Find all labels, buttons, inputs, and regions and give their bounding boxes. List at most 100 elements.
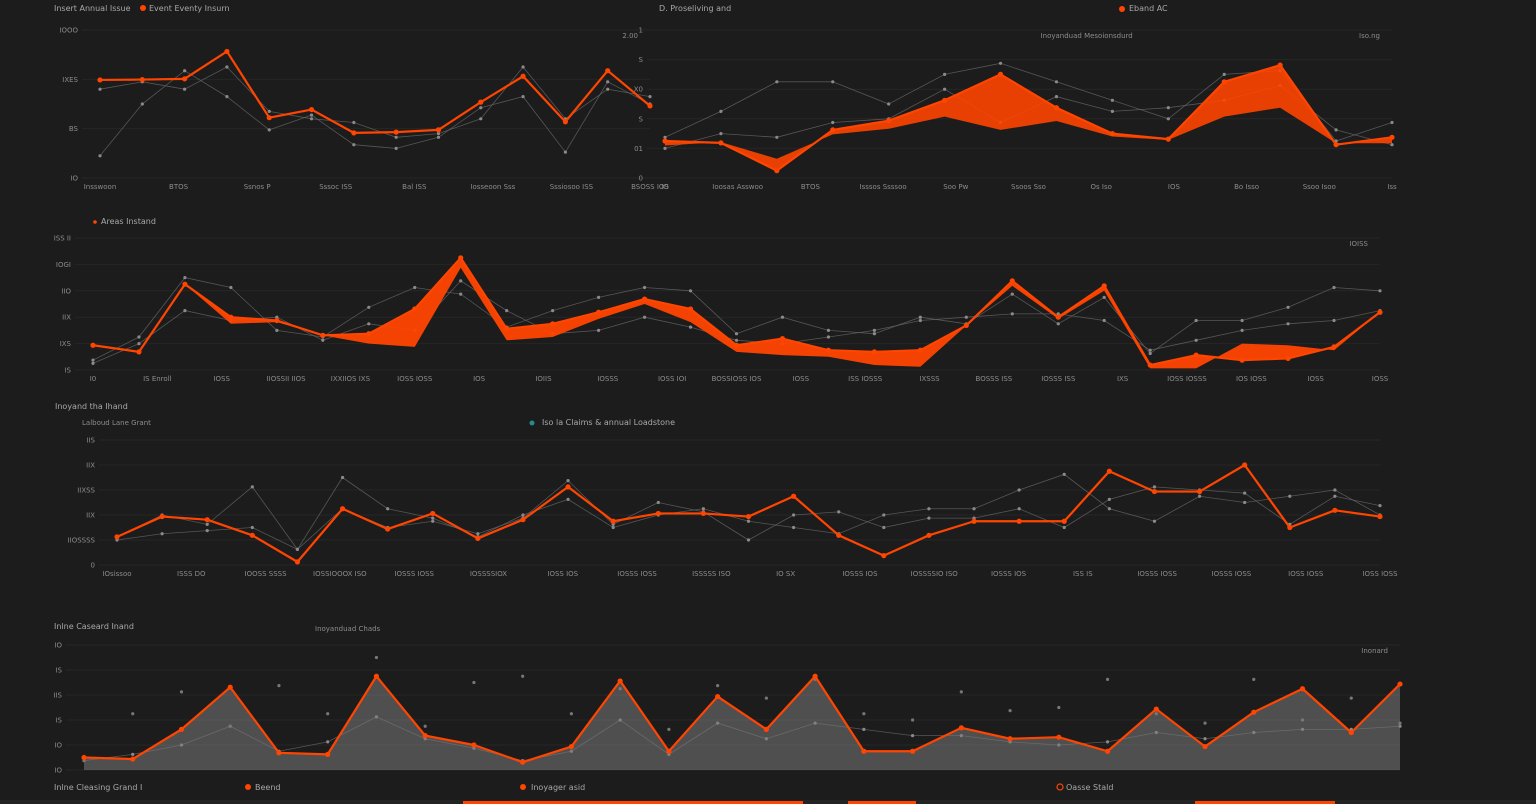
y-tick-label: S bbox=[639, 56, 644, 64]
primary-point bbox=[422, 733, 428, 739]
scatter-dot bbox=[423, 724, 427, 728]
title-p3: Inoyand tha Ihand bbox=[55, 402, 128, 411]
primary-point bbox=[550, 321, 556, 327]
y-tick-label: IOOO bbox=[59, 27, 78, 35]
scroll-thumb[interactable] bbox=[1195, 801, 1335, 804]
secondary-point bbox=[326, 740, 330, 744]
x-tick-label: IOSSS IOSS bbox=[1212, 570, 1252, 578]
secondary-point bbox=[394, 135, 398, 139]
scatter-dot bbox=[277, 684, 281, 688]
secondary-point bbox=[1054, 80, 1059, 84]
secondary-point bbox=[701, 507, 705, 511]
primary-point bbox=[182, 76, 188, 82]
primary-point bbox=[1101, 283, 1107, 289]
x-tick-label: Iosseoon Sss bbox=[470, 183, 515, 191]
primary-point bbox=[565, 484, 571, 490]
secondary-point bbox=[352, 120, 356, 125]
y-tick-label: IIO bbox=[61, 287, 71, 295]
x-tick-label: IOSSS ISS bbox=[1041, 375, 1076, 383]
x-tick-label: Os Iso bbox=[1091, 183, 1112, 191]
secondary-series-line bbox=[99, 66, 651, 138]
secondary-point bbox=[476, 532, 480, 536]
scatter-dot bbox=[764, 696, 768, 700]
secondary-point bbox=[479, 106, 483, 110]
secondary-point bbox=[521, 65, 525, 69]
scroll-thumb[interactable] bbox=[848, 801, 916, 804]
primary-point bbox=[926, 532, 932, 538]
secondary-point bbox=[267, 128, 271, 132]
primary-point bbox=[745, 513, 752, 520]
secondary-point bbox=[1110, 109, 1114, 113]
primary-point bbox=[1299, 686, 1306, 692]
primary-point bbox=[435, 127, 442, 133]
secondary-point bbox=[1222, 72, 1226, 76]
primary-point bbox=[871, 349, 877, 355]
secondary-point bbox=[551, 309, 555, 313]
scatter-dot bbox=[1203, 721, 1207, 725]
primary-point bbox=[81, 754, 87, 761]
scatter-dot bbox=[1105, 677, 1110, 681]
x-tick-label: IXS bbox=[1117, 375, 1129, 383]
primary-point bbox=[458, 255, 464, 261]
legend-dot bbox=[140, 5, 146, 11]
secondary-point bbox=[1110, 98, 1114, 102]
primary-point bbox=[1007, 736, 1013, 742]
footer-legend-3: Oasse Stald bbox=[1066, 783, 1113, 792]
secondary-point bbox=[1017, 488, 1021, 492]
x-tick-label: Bal ISS bbox=[402, 183, 427, 191]
secondary-point bbox=[656, 500, 660, 505]
secondary-point bbox=[882, 513, 886, 517]
primary-point bbox=[700, 510, 706, 517]
scatter-dot bbox=[716, 684, 720, 688]
secondary-point bbox=[431, 516, 435, 520]
y-tick-label: IO bbox=[70, 175, 78, 183]
legend-dot bbox=[1056, 783, 1064, 791]
x-tick-label: IOSSSSIO ISO bbox=[911, 570, 959, 578]
primary-point bbox=[568, 743, 575, 750]
primary-point bbox=[366, 331, 372, 337]
primary-point bbox=[504, 326, 510, 332]
x-tick-label: IOsissoo bbox=[102, 570, 131, 578]
primary-point bbox=[909, 748, 916, 754]
scroll-thumb[interactable] bbox=[463, 801, 803, 804]
x-tick-label: ISSS DO bbox=[177, 570, 206, 578]
y-tick-label: IIS bbox=[86, 437, 95, 445]
x-tick-label: ISS IS bbox=[1073, 570, 1093, 578]
secondary-point bbox=[1152, 519, 1157, 523]
scatter-dot bbox=[472, 680, 476, 685]
secondary-point bbox=[413, 285, 417, 290]
scatter-dot bbox=[1057, 705, 1061, 710]
legend-dot bbox=[520, 784, 526, 790]
primary-point bbox=[942, 97, 948, 103]
secondary-point bbox=[792, 513, 796, 517]
legend-dot bbox=[1119, 6, 1125, 12]
primary-point bbox=[520, 759, 526, 765]
primary-series-line bbox=[99, 50, 651, 134]
secondary-point bbox=[1332, 318, 1336, 323]
secondary-point bbox=[1240, 328, 1244, 332]
primary-area-band bbox=[665, 65, 1392, 171]
secondary-point bbox=[927, 507, 931, 511]
primary-point bbox=[320, 332, 326, 338]
primary-point bbox=[1106, 468, 1112, 474]
y-tick-label: IO bbox=[54, 642, 62, 650]
primary-point bbox=[1389, 134, 1395, 140]
primary-point bbox=[130, 756, 136, 762]
secondary-point bbox=[918, 315, 922, 319]
scatter-dot bbox=[862, 712, 866, 716]
x-tick-label: Ssoo Isoo bbox=[1303, 183, 1336, 191]
scatter-dot bbox=[179, 690, 184, 694]
y-tick-label: 0 bbox=[639, 175, 643, 183]
x-tick-label: IOSSS bbox=[597, 375, 618, 383]
secondary-point bbox=[872, 328, 876, 332]
primary-point bbox=[605, 68, 611, 74]
primary-point bbox=[159, 513, 165, 520]
x-tick-label: Soo Pw bbox=[943, 183, 968, 191]
secondary-point bbox=[943, 72, 947, 76]
x-tick-label: IIOSSII IIOS bbox=[267, 375, 307, 383]
primary-point bbox=[1377, 309, 1383, 315]
secondary-point bbox=[597, 328, 601, 332]
primary-point bbox=[1332, 507, 1338, 513]
bottom-scroll-track[interactable] bbox=[0, 800, 1536, 804]
primary-point bbox=[1053, 105, 1060, 111]
